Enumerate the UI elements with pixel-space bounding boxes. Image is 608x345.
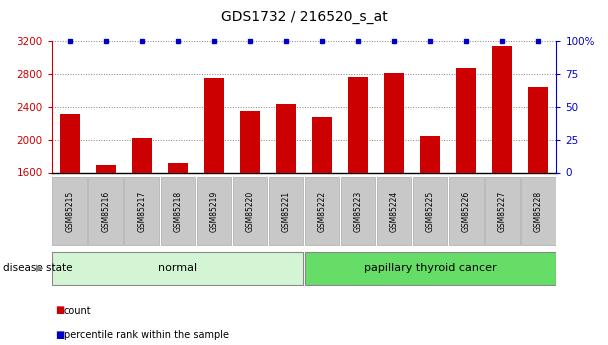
- FancyBboxPatch shape: [161, 177, 195, 245]
- Text: GSM85222: GSM85222: [317, 191, 326, 232]
- Text: GSM85217: GSM85217: [137, 191, 147, 232]
- FancyBboxPatch shape: [52, 252, 303, 285]
- FancyBboxPatch shape: [125, 177, 159, 245]
- FancyBboxPatch shape: [52, 177, 87, 245]
- Text: GSM85218: GSM85218: [173, 191, 182, 232]
- FancyBboxPatch shape: [340, 177, 375, 245]
- FancyBboxPatch shape: [269, 177, 303, 245]
- Bar: [420, 136, 440, 172]
- Bar: [456, 68, 476, 172]
- Bar: [132, 138, 152, 172]
- FancyBboxPatch shape: [88, 177, 123, 245]
- Bar: [168, 162, 188, 172]
- Bar: [348, 77, 368, 172]
- Bar: [96, 165, 116, 172]
- Bar: [276, 105, 296, 172]
- Text: GSM85219: GSM85219: [209, 191, 218, 232]
- FancyBboxPatch shape: [377, 177, 412, 245]
- Bar: [492, 46, 512, 172]
- Text: GSM85223: GSM85223: [354, 191, 362, 232]
- FancyBboxPatch shape: [196, 177, 231, 245]
- Bar: [60, 114, 80, 172]
- FancyBboxPatch shape: [449, 177, 483, 245]
- FancyBboxPatch shape: [233, 177, 268, 245]
- Text: GSM85226: GSM85226: [461, 191, 471, 232]
- Text: ▶: ▶: [36, 263, 43, 273]
- FancyBboxPatch shape: [485, 177, 520, 245]
- Text: GSM85225: GSM85225: [426, 191, 435, 232]
- Text: ■: ■: [55, 330, 64, 339]
- Text: GSM85227: GSM85227: [498, 191, 506, 232]
- Text: count: count: [64, 306, 91, 315]
- FancyBboxPatch shape: [305, 177, 339, 245]
- FancyBboxPatch shape: [305, 252, 556, 285]
- Text: percentile rank within the sample: percentile rank within the sample: [64, 330, 229, 339]
- Text: GDS1732 / 216520_s_at: GDS1732 / 216520_s_at: [221, 10, 387, 24]
- Text: GSM85224: GSM85224: [390, 191, 399, 232]
- Text: disease state: disease state: [3, 263, 72, 273]
- Text: GSM85228: GSM85228: [534, 191, 543, 232]
- Text: ■: ■: [55, 306, 64, 315]
- Bar: [204, 78, 224, 172]
- Bar: [528, 87, 548, 172]
- Text: GSM85220: GSM85220: [246, 191, 254, 232]
- Text: papillary thyroid cancer: papillary thyroid cancer: [364, 263, 497, 273]
- FancyBboxPatch shape: [521, 177, 556, 245]
- Text: normal: normal: [158, 263, 198, 273]
- Text: GSM85221: GSM85221: [282, 191, 291, 232]
- Bar: [240, 111, 260, 172]
- Text: GSM85215: GSM85215: [65, 191, 74, 232]
- Text: GSM85216: GSM85216: [102, 191, 110, 232]
- FancyBboxPatch shape: [413, 177, 447, 245]
- Bar: [312, 117, 332, 172]
- Bar: [384, 72, 404, 172]
